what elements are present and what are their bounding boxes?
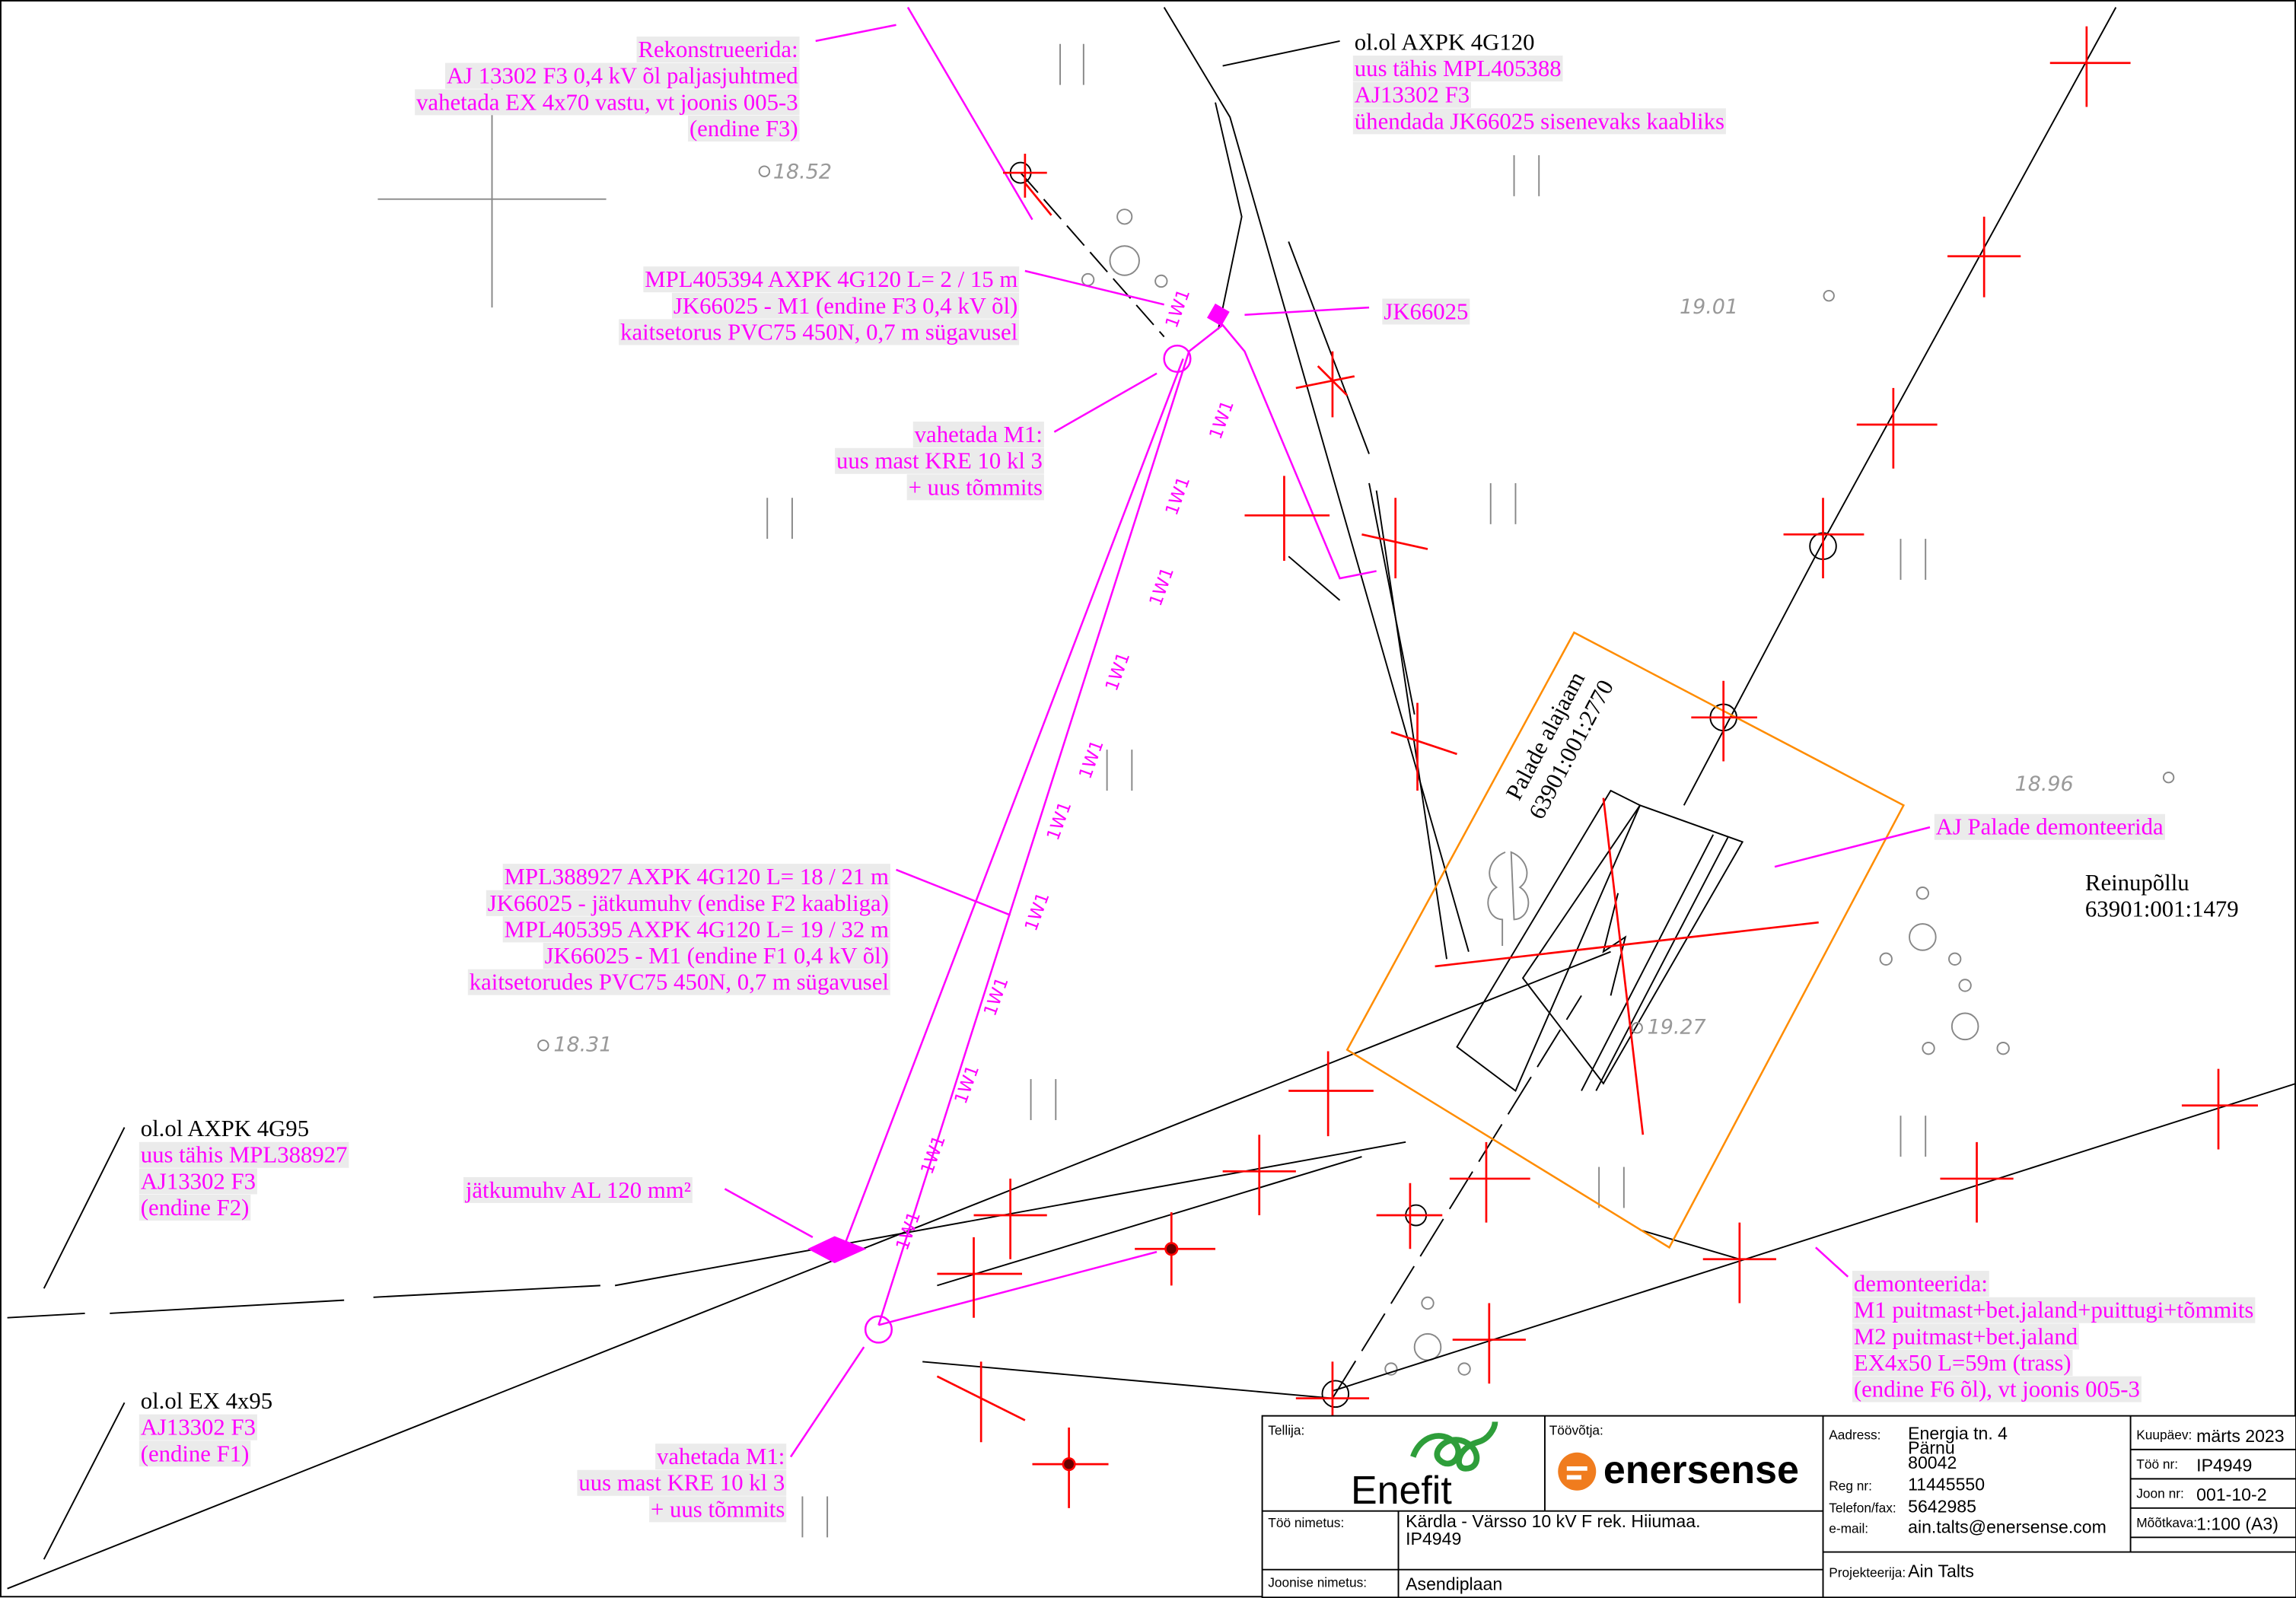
contractor-logo: enersense [1603,1448,1799,1492]
drawing-name-label: Joonise nimetus: [1268,1575,1367,1590]
reg-label: Reg nr: [1829,1479,1872,1494]
body: { "annotations": [ {"lines": ["Rekonstru… [0,0,2296,1598]
annotation-line: MPL405394 AXPK 4G120 L= 2 / 15 m [645,266,1017,292]
work-name: IP4949 [1406,1529,1461,1549]
annotation-line: (endine F2) [141,1195,250,1221]
annotation-line: AJ13302 F3 [141,1415,256,1440]
annotation-line: AJ13302 F3 [1355,82,1470,108]
parcel-label: 63901:001:1479 [2085,896,2239,922]
email-label: e-mail: [1829,1521,1868,1536]
annotation-line: Rekonstrueerida: [638,37,798,62]
annotation-line: JK66025 - M1 (endine F3 0,4 kV õl) [674,293,1017,319]
annotation-line: (endine F1) [141,1440,250,1466]
annotation-title: ol.ol EX 4x95 [141,1388,272,1414]
annotation-title: ol.ol AXPK 4G120 [1355,29,1535,55]
annotation-line: AJ 13302 F3 0,4 kV õl paljasjuhtmed [447,63,798,89]
annotation-line: MPL388927 AXPK 4G120 L= 18 / 21 m [505,864,889,890]
annotation-line: (endine F3) [689,116,798,142]
work-no-label: Töö nr: [2136,1456,2178,1472]
contractor-label: Töövõtja: [1549,1423,1603,1438]
page: Asendiplaan html, body { margin: 0; padd… [0,0,2296,1598]
parcel-label: Reinupõllu [2085,870,2189,896]
title-block: Tellija: Enefit Töövõtja: enersense Aadr… [1263,1416,2296,1598]
annotation-line: kaitsetorus PVC75 450N, 0,7 m sügavusel [620,319,1017,345]
designer: Ain Talts [1908,1561,1974,1580]
annotation-line: + uus tõmmits [651,1496,785,1522]
work-name-label: Töö nimetus: [1268,1515,1344,1530]
elevation-label: 18.52 [773,161,832,184]
annotation-line: vahetada EX 4x70 vastu, vt joonis 005-3 [416,89,798,115]
drawing-no-label: Joon nr: [2136,1485,2184,1501]
annotation-line: M2 puitmast+bet.jaland [1854,1323,2078,1349]
annotation-line: AJ Palade demonteerida [1936,814,2164,840]
elevation-label: 19.27 [1648,1015,1706,1039]
annotation-line: jätkumuhv AL 120 mm² [465,1177,691,1203]
annotation-line: kaitsetorudes PVC75 450N, 0,7 m sügavuse… [470,969,889,995]
annotation-line: demonteerida: [1854,1271,1988,1297]
annotation-line: (endine F6 õl), vt joonis 005-3 [1854,1377,2140,1402]
annotation-line: JK66025 [1384,298,1468,324]
annotation-title: ol.ol AXPK 4G95 [141,1116,309,1141]
annotation-line: M1 puitmast+bet.jaland+puittugi+tõmmits [1854,1297,2253,1323]
client-logo: Enefit [1351,1469,1452,1513]
annotation-line: JK66025 - M1 (endine F1 0,4 kV õl) [545,943,889,969]
date-label: Kuupäev: [2136,1427,2192,1442]
elevation-label: 18.31 [553,1033,612,1057]
annotation-line: uus tähis MPL388927 [141,1142,348,1168]
phone: 5642985 [1908,1497,1976,1517]
demolition-marks [1063,1458,1075,1469]
address-line: 80042 [1908,1453,1957,1472]
client-label: Tellija: [1268,1423,1304,1438]
date: märts 2023 [2196,1426,2284,1446]
drawing-name: Asendiplaan [1406,1574,1502,1594]
designer-label: Projekteerija: [1829,1565,1906,1580]
scale-label: Mõõtkava: [2136,1515,2197,1530]
reg: 11445550 [1908,1475,1985,1495]
elevation-label: 18.96 [2015,772,2074,796]
enersense-logo-mark [1558,1453,1596,1491]
phone-label: Telefon/fax: [1829,1501,1896,1516]
demolition-marks [1166,1243,1177,1255]
site-plan: Rekonstrueerida:AJ 13302 F3 0,4 kV õl pa… [0,0,2296,1598]
annotation-line: vahetada M1: [657,1444,785,1469]
annotation-line: AJ13302 F3 [141,1168,256,1194]
elevation-label: 19.01 [1680,295,1738,319]
drawing-no: 001-10-2 [2196,1485,2266,1504]
address-label: Aadress: [1829,1427,1880,1442]
annotation-line: MPL405395 AXPK 4G120 L= 19 / 32 m [505,916,889,942]
annotation-line: uus mast KRE 10 kl 3 [578,1470,785,1496]
scale: 1:100 (A3) [2196,1514,2278,1534]
annotation-line: JK66025 - jätkumuhv (endise F2 kaabliga) [488,890,889,916]
email: ain.talts@enersense.com [1908,1517,2107,1537]
annotation-line: uus tähis MPL405388 [1355,56,1562,81]
work-no: IP4949 [2196,1456,2252,1475]
annotation-line: uus mast KRE 10 kl 3 [836,448,1043,474]
annotation-line: + uus tõmmits [909,474,1043,500]
annotation-line: EX4x50 L=59m (trass) [1854,1350,2071,1376]
annotation-line: ühendada JK66025 sisenevaks kaabliks [1355,108,1724,134]
annotation-line: vahetada M1: [915,422,1043,447]
